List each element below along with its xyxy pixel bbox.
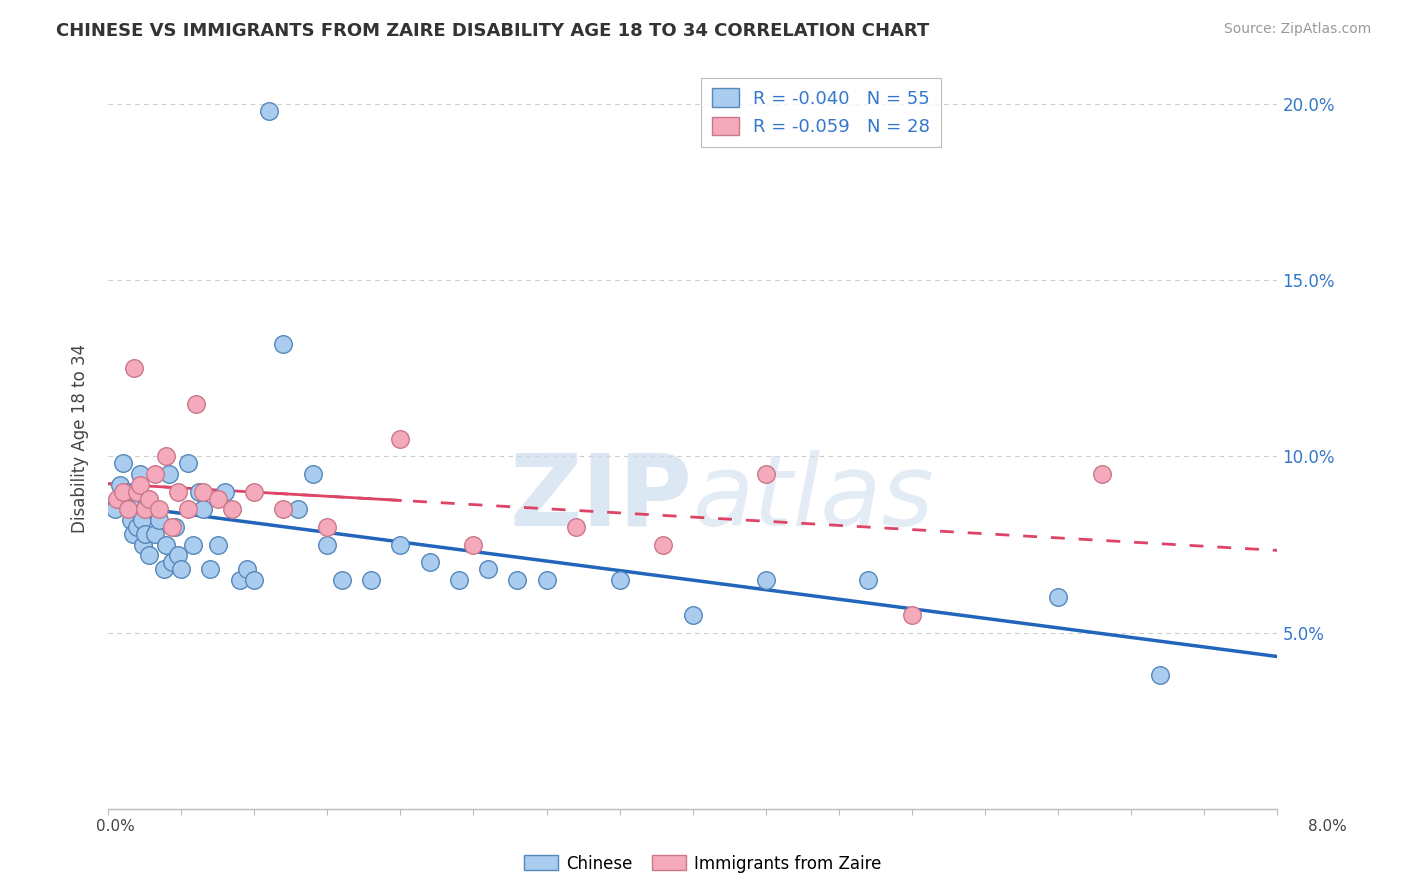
Point <box>143 527 166 541</box>
Point <box>207 537 229 551</box>
Legend: Chinese, Immigrants from Zaire: Chinese, Immigrants from Zaire <box>517 848 889 880</box>
Point <box>652 537 675 551</box>
Point <box>148 513 170 527</box>
Point <box>177 457 200 471</box>
Text: 8.0%: 8.0% <box>1308 819 1347 834</box>
Point <box>157 467 180 481</box>
Point <box>228 573 250 587</box>
Point <box>1047 591 1070 605</box>
Point <box>104 502 127 516</box>
Point <box>141 502 163 516</box>
Point <box>200 562 222 576</box>
Point <box>419 555 441 569</box>
Point <box>316 520 339 534</box>
Point <box>447 573 470 587</box>
Point <box>170 562 193 576</box>
Point <box>129 467 152 481</box>
Point <box>360 573 382 587</box>
Point <box>389 432 412 446</box>
Point <box>155 537 177 551</box>
Point <box>124 484 146 499</box>
Point <box>184 396 207 410</box>
Point <box>236 562 259 576</box>
Point <box>301 467 323 481</box>
Point <box>506 573 529 587</box>
Point <box>167 484 190 499</box>
Point <box>162 555 184 569</box>
Point <box>1149 668 1171 682</box>
Point <box>755 573 778 587</box>
Point <box>111 484 134 499</box>
Point <box>609 573 631 587</box>
Point <box>114 491 136 506</box>
Point <box>243 573 266 587</box>
Point <box>134 527 156 541</box>
Text: Source: ZipAtlas.com: Source: ZipAtlas.com <box>1223 22 1371 37</box>
Point <box>105 491 128 506</box>
Y-axis label: Disability Age 18 to 34: Disability Age 18 to 34 <box>72 344 89 533</box>
Point <box>257 103 280 118</box>
Point <box>135 491 157 506</box>
Point <box>389 537 412 551</box>
Point <box>191 484 214 499</box>
Point <box>243 484 266 499</box>
Point <box>287 502 309 516</box>
Point <box>111 457 134 471</box>
Point <box>117 502 139 516</box>
Point <box>148 502 170 516</box>
Point <box>207 491 229 506</box>
Text: atlas: atlas <box>693 450 935 547</box>
Point <box>129 477 152 491</box>
Point <box>564 520 586 534</box>
Point <box>273 502 295 516</box>
Point <box>125 502 148 516</box>
Point <box>187 484 209 499</box>
Point <box>138 548 160 562</box>
Point <box>121 527 143 541</box>
Point <box>155 450 177 464</box>
Point <box>191 502 214 516</box>
Point <box>143 467 166 481</box>
Point <box>117 484 139 499</box>
Point <box>108 477 131 491</box>
Point <box>138 491 160 506</box>
Point <box>273 336 295 351</box>
Point <box>120 513 142 527</box>
Text: ZIP: ZIP <box>510 450 693 547</box>
Point <box>316 537 339 551</box>
Point <box>167 548 190 562</box>
Point <box>127 520 149 534</box>
Point <box>536 573 558 587</box>
Point <box>131 513 153 527</box>
Point <box>152 562 174 576</box>
Point <box>463 537 485 551</box>
Point <box>214 484 236 499</box>
Point <box>177 502 200 516</box>
Text: 0.0%: 0.0% <box>96 819 135 834</box>
Point <box>477 562 499 576</box>
Point <box>221 502 243 516</box>
Text: CHINESE VS IMMIGRANTS FROM ZAIRE DISABILITY AGE 18 TO 34 CORRELATION CHART: CHINESE VS IMMIGRANTS FROM ZAIRE DISABIL… <box>56 22 929 40</box>
Point <box>165 520 187 534</box>
Point <box>1091 467 1114 481</box>
Point <box>856 573 879 587</box>
Point <box>682 608 704 623</box>
Point <box>124 361 146 376</box>
Legend: R = -0.040   N = 55, R = -0.059   N = 28: R = -0.040 N = 55, R = -0.059 N = 28 <box>700 78 941 147</box>
Point <box>901 608 924 623</box>
Point <box>162 520 184 534</box>
Point <box>134 502 156 516</box>
Point <box>330 573 353 587</box>
Point <box>181 537 204 551</box>
Point <box>132 537 155 551</box>
Point <box>755 467 778 481</box>
Point <box>127 484 149 499</box>
